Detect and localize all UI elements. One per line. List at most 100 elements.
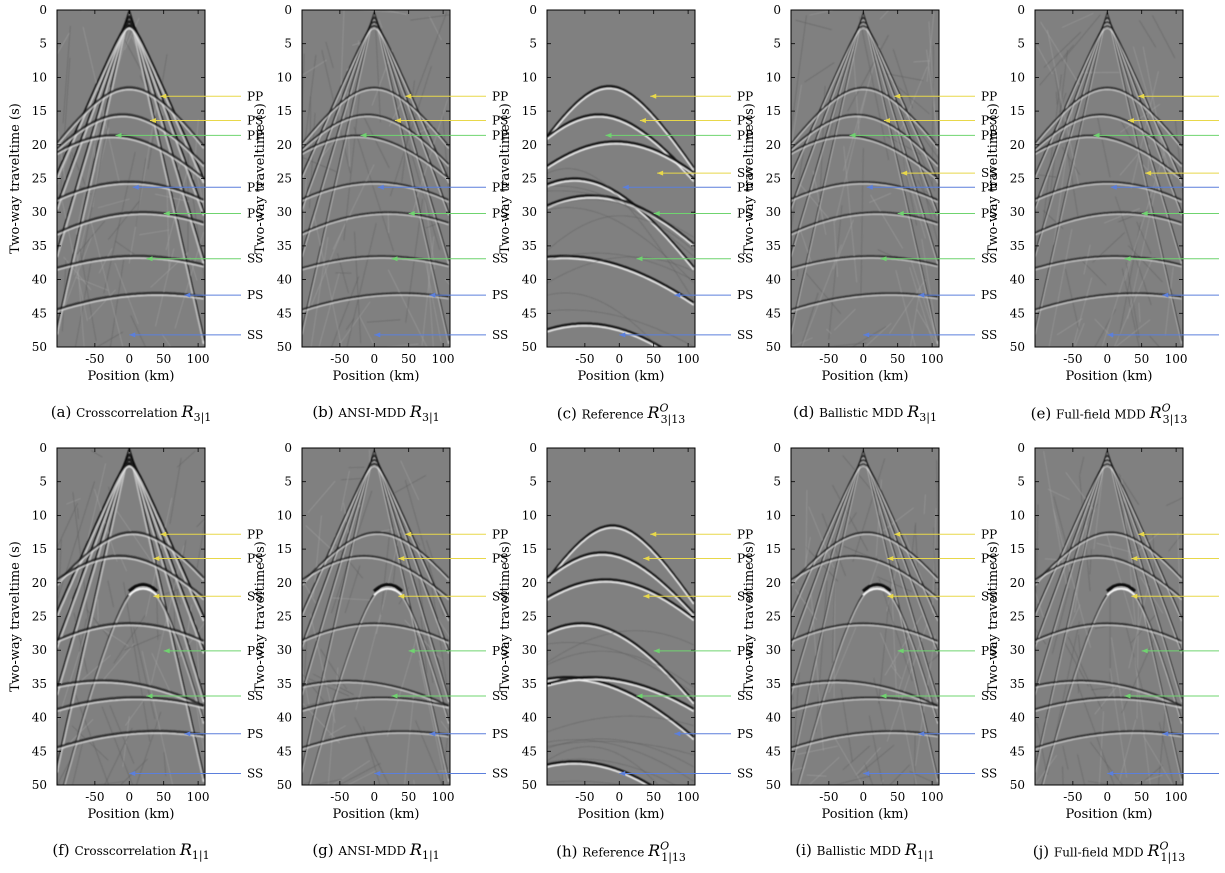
caption-letter: (b) xyxy=(312,403,338,421)
x-tick-label: 100 xyxy=(921,790,944,804)
x-axis-label: Position (km) xyxy=(1066,369,1153,384)
y-tick-label: 40 xyxy=(522,711,537,725)
event-label: SS xyxy=(737,328,753,342)
y-tick-label: 45 xyxy=(522,744,537,758)
y-axis-label: Two-way traveltime (s) xyxy=(8,103,23,254)
y-tick-label: 40 xyxy=(277,711,292,725)
event-label: SS xyxy=(981,767,997,781)
x-tick-label: 50 xyxy=(156,352,171,366)
event-label: PS xyxy=(247,288,263,302)
event-label: SS xyxy=(737,767,753,781)
y-tick-label: 40 xyxy=(1010,711,1025,725)
event-label: PP xyxy=(737,89,753,103)
caption-letter: (e) xyxy=(1031,404,1056,422)
caption-symbol: R1|1 xyxy=(905,840,935,859)
y-axis-label: Two-way traveltime (s) xyxy=(742,541,757,692)
x-axis-label: Position (km) xyxy=(88,807,175,822)
y-tick-label: 50 xyxy=(32,778,47,792)
y-tick-label: 30 xyxy=(32,205,47,219)
y-tick-label: 45 xyxy=(277,306,292,320)
y-tick-label: 35 xyxy=(522,239,537,253)
caption-b: (b) ANSI-MDD R3|1 xyxy=(256,402,496,424)
caption-text: ANSI-MDD xyxy=(338,406,410,420)
x-tick-label: 100 xyxy=(432,790,455,804)
caption-a: (a) Crosscorrelation R3|1 xyxy=(11,402,251,424)
x-tick-label: 50 xyxy=(401,790,416,804)
caption-text: Ballistic MDD xyxy=(817,844,905,858)
y-tick-label: 0 xyxy=(284,3,292,17)
x-tick-label: 100 xyxy=(1165,790,1188,804)
y-tick-label: 10 xyxy=(32,508,47,522)
caption-h: (h) Reference RO1|13 xyxy=(501,840,741,864)
y-tick-label: 5 xyxy=(773,475,781,489)
caption-symbol: RO1|13 xyxy=(1147,841,1185,860)
y-tick-label: 40 xyxy=(1010,273,1025,287)
y-tick-label: 20 xyxy=(277,138,292,152)
y-tick-label: 15 xyxy=(277,104,292,118)
y-tick-label: 20 xyxy=(766,576,781,590)
caption-letter: (d) xyxy=(793,403,819,421)
caption-text: Full-field MDD xyxy=(1056,407,1150,421)
y-tick-label: 20 xyxy=(277,576,292,590)
y-tick-label: 0 xyxy=(529,3,537,17)
y-tick-label: 30 xyxy=(522,205,537,219)
x-tick-label: -50 xyxy=(575,790,594,804)
y-tick-label: 20 xyxy=(522,576,537,590)
y-tick-label: 10 xyxy=(32,70,47,84)
y-tick-label: 25 xyxy=(766,610,781,624)
y-tick-label: 50 xyxy=(1010,778,1025,792)
event-label: PS xyxy=(737,727,753,741)
y-tick-label: 30 xyxy=(277,205,292,219)
x-tick-label: 100 xyxy=(432,352,455,366)
y-tick-label: 50 xyxy=(766,778,781,792)
y-tick-label: 25 xyxy=(32,172,47,186)
event-label: SS xyxy=(492,328,508,342)
caption-letter: (a) xyxy=(51,403,76,421)
x-tick-label: -50 xyxy=(330,352,349,366)
y-axis-label: Two-way traveltime (s) xyxy=(742,103,757,254)
x-tick-label: -50 xyxy=(575,352,594,366)
x-tick-label: 50 xyxy=(890,352,905,366)
y-tick-label: 50 xyxy=(522,340,537,354)
x-axis-label: Position (km) xyxy=(333,807,420,822)
y-axis-label: Two-way traveltime (s) xyxy=(253,103,268,254)
y-tick-label: 30 xyxy=(766,205,781,219)
caption-symbol: R3|1 xyxy=(182,402,212,421)
y-tick-label: 30 xyxy=(1010,205,1025,219)
y-tick-label: 45 xyxy=(766,306,781,320)
caption-c: (c) Reference RO3|13 xyxy=(501,402,741,426)
y-tick-label: 40 xyxy=(766,711,781,725)
x-axis-label: Position (km) xyxy=(578,369,665,384)
y-tick-label: 0 xyxy=(773,441,781,455)
event-label: PS xyxy=(981,288,997,302)
event-label: SS xyxy=(247,767,263,781)
y-tick-label: 50 xyxy=(766,340,781,354)
y-tick-label: 25 xyxy=(766,172,781,186)
y-tick-label: 45 xyxy=(1010,306,1025,320)
caption-text: Ballistic MDD xyxy=(819,406,907,420)
x-tick-label: 50 xyxy=(646,352,661,366)
y-tick-label: 40 xyxy=(32,273,47,287)
x-axis-label: Position (km) xyxy=(822,807,909,822)
caption-i: (i) Ballistic MDD R1|1 xyxy=(745,840,985,862)
y-tick-label: 25 xyxy=(277,610,292,624)
x-axis-label: Position (km) xyxy=(88,369,175,384)
y-tick-label: 15 xyxy=(766,104,781,118)
x-tick-label: 50 xyxy=(156,790,171,804)
y-tick-label: 45 xyxy=(766,744,781,758)
x-axis-label: Position (km) xyxy=(1066,807,1153,822)
caption-symbol: R1|1 xyxy=(410,840,440,859)
y-axis-label: Two-way traveltime (s) xyxy=(986,103,1001,254)
y-tick-label: 20 xyxy=(766,138,781,152)
caption-symbol: R1|1 xyxy=(180,840,210,859)
x-tick-label: 0 xyxy=(1103,790,1111,804)
y-axis-label: Two-way traveltime (s) xyxy=(986,541,1001,692)
y-tick-label: 50 xyxy=(32,340,47,354)
event-label: PP xyxy=(247,527,263,541)
y-tick-label: 5 xyxy=(284,475,292,489)
y-tick-label: 0 xyxy=(1017,441,1025,455)
y-tick-label: 35 xyxy=(766,677,781,691)
